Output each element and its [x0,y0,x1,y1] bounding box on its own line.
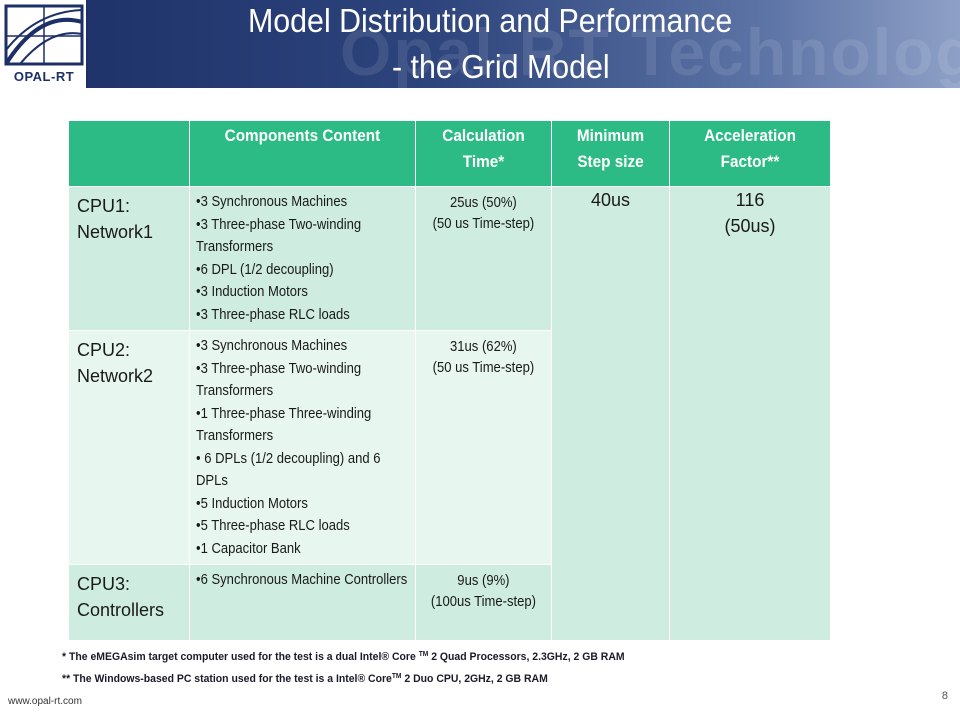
cpu-name: CPU2: [77,340,131,360]
header-cell-calc-time: Calculation Time* [415,120,552,187]
min-step-value: 40us [590,190,631,210]
calc-time-step: (100us Time-step) [430,593,537,610]
component-item: •6 DPL (1/2 decoupling) [196,261,334,278]
component-item: •3 Synchronous Machines [196,338,348,354]
header-band: Opal-RT Technologies OPAL-RT Model Distr… [0,0,960,88]
watermark: Opal-RT Technologies [340,15,960,88]
component-item: •6 Synchronous Machine Controllers [196,572,408,588]
acceleration-note: (50us) [724,216,776,236]
table-row: CPU2: Network2 •3 Synchronous Machines •… [68,330,831,565]
calc-time-value: 25us (50%) [450,195,517,211]
website-url[interactable]: www.opal-rt.com [8,696,82,707]
component-item: •3 Synchronous Machines [196,194,348,210]
component-item: •3 Three-phase Two-winding Transformers [196,360,362,400]
performance-table: Components Content Calculation Time* Min… [68,120,831,641]
table-row: CPU1: Network1 •3 Synchronous Machines •… [68,186,831,641]
cpu-role: Network2 [77,366,154,386]
header-cell-min-step: Minimum Step size [551,120,670,187]
component-item: •3 Three-phase RLC loads [196,306,350,323]
acceleration-cell: 116 (50us) [669,186,831,641]
calc-time-value: 9us (9%) [457,573,510,589]
page-number: 8 [941,690,948,702]
calc-time-step: (50 us Time-step) [432,215,535,232]
cpu-label-cell: CPU3: Controllers [68,564,190,641]
page-title-line1: Model Distribution and Performance [248,2,733,39]
component-item: • 6 DPLs (1/2 decoupling) and 6 DPLs [196,450,381,490]
table-header-row: Components Content Calculation Time* Min… [68,120,831,187]
footnote-pc-station: ** The Windows-based PC station used for… [62,673,548,685]
component-item: •1 Three-phase Three-winding Transformer… [196,405,372,445]
components-cell: •3 Synchronous Machines •3 Three-phase T… [189,330,416,565]
logo-text: OPAL-RT [13,69,75,84]
cpu-role: Controllers [77,600,165,620]
calc-time-cell: 31us (62%) (50 us Time-step) [415,330,552,565]
cpu-label-cell: CPU1: Network1 [68,186,190,331]
cpu-role: Network1 [77,222,154,242]
cpu-label-cell: CPU2: Network2 [68,330,190,565]
footnote-target-computer: * The eMEGAsim target computer used for … [62,651,625,663]
components-cell: •6 Synchronous Machine Controllers [189,564,416,641]
page-title-line2: - the Grid Model [392,48,610,85]
calc-time-cell: 9us (9%) (100us Time-step) [415,564,552,641]
header-cell-acceleration: Acceleration Factor** [669,120,831,187]
opal-rt-logo: OPAL-RT [0,0,88,88]
component-item: •5 Induction Motors [196,495,308,512]
header-cell-components: Components Content [189,120,416,187]
cpu-name: CPU3: [77,574,131,594]
table-row: CPU3: Controllers •6 Synchronous Machine… [68,564,831,641]
calc-time-value: 31us (62%) [450,339,517,355]
component-item: •5 Three-phase RLC loads [196,518,350,534]
acceleration-value: 116 [735,190,765,210]
component-item: •3 Induction Motors [196,284,308,300]
calc-time-step: (50 us Time-step) [432,359,535,376]
logo-emblem-icon [4,4,84,66]
components-cell: •3 Synchronous Machines •3 Three-phase T… [189,186,416,331]
header-cell-corner [68,120,190,187]
cpu-name: CPU1: [77,196,131,216]
component-item: •1 Capacitor Bank [196,540,301,557]
component-item: •3 Three-phase Two-winding Transformers [196,216,362,256]
calc-time-cell: 25us (50%) (50 us Time-step) [415,186,552,331]
min-step-cell: 40us [551,186,670,641]
